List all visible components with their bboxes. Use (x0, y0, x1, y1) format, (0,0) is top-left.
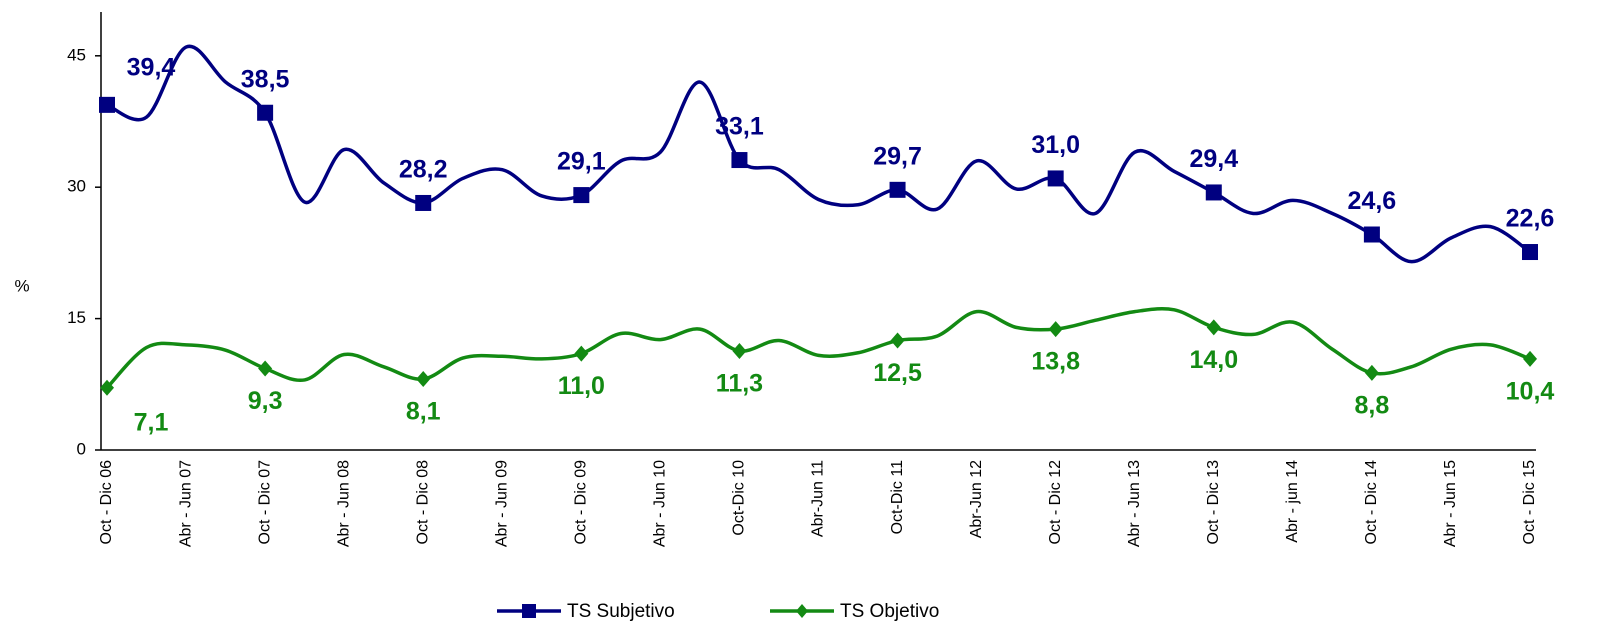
data-label: 14,0 (1189, 346, 1238, 374)
data-label: 9,3 (248, 387, 283, 415)
point-marker (258, 360, 273, 377)
data-label: 24,6 (1348, 187, 1397, 215)
point-marker (100, 379, 114, 396)
data-label: 38,5 (241, 65, 290, 93)
data-label: 11,0 (558, 372, 605, 400)
point-marker (257, 104, 274, 121)
point-marker (1047, 170, 1064, 187)
series-line (106, 44, 1532, 264)
legend-marker (796, 604, 808, 618)
y-axis-label: % (14, 276, 29, 295)
point-marker (1522, 244, 1538, 261)
x-tick-label: Oct - Dic 14 (1363, 460, 1380, 545)
x-tick-label: Oct-Dic 10 (731, 460, 748, 536)
x-tick-label: Oct - Dic 07 (256, 460, 273, 545)
y-tick-label: 30 (67, 177, 86, 196)
point-marker (1048, 321, 1063, 338)
point-marker (890, 332, 905, 349)
data-label: 13,8 (1031, 348, 1080, 376)
y-tick-label: 15 (67, 308, 86, 327)
x-tick-label: Abr - Jun 09 (493, 460, 510, 547)
point-marker (415, 194, 432, 211)
point-marker (574, 345, 589, 362)
y-tick-label: 0 (77, 439, 86, 458)
legend-marker (522, 604, 536, 618)
point-marker (1206, 319, 1221, 336)
point-marker (732, 343, 747, 360)
y-tick-label: 45 (67, 45, 86, 64)
data-label: 29,7 (873, 142, 922, 170)
data-label: 8,1 (406, 398, 441, 426)
x-tick-label: Oct - Dic 09 (573, 460, 590, 545)
x-tick-label: Oct - Dic 06 (98, 460, 115, 545)
data-label: 12,5 (873, 359, 922, 387)
point-marker (1523, 350, 1537, 367)
x-tick-label: Abr - Jun 13 (1126, 460, 1143, 547)
data-label: 22,6 (1506, 205, 1555, 233)
legend-label: TS Objetivo (840, 601, 939, 622)
legend-label: TS Subjetivo (567, 601, 675, 622)
x-tick-label: Oct - Dic 15 (1521, 460, 1538, 545)
point-marker (1363, 226, 1380, 243)
data-label: 29,4 (1189, 145, 1238, 173)
data-label: 33,1 (715, 113, 764, 141)
point-marker (416, 371, 431, 388)
x-tick-label: Oct-Dic 11 (889, 460, 906, 534)
point-marker (731, 152, 748, 169)
data-label: 10,4 (1506, 378, 1555, 406)
series-line (105, 307, 1531, 390)
x-tick-label: Abr - Jun 08 (335, 460, 352, 547)
x-tick-label: Oct - Dic 13 (1205, 460, 1222, 545)
x-tick-label: Abr - Jun 15 (1442, 460, 1459, 547)
x-tick-label: Oct - Dic 12 (1047, 460, 1064, 545)
point-marker (1205, 184, 1222, 201)
x-tick-label: Abr - jun 14 (1284, 460, 1301, 543)
x-tick-label: Abr-Jun 12 (968, 460, 985, 538)
data-label: 11,3 (716, 370, 763, 398)
x-tick-label: Oct - Dic 08 (414, 460, 431, 545)
data-label: 8,8 (1355, 392, 1390, 420)
data-label: 31,0 (1031, 131, 1080, 159)
point-marker (573, 187, 590, 204)
data-label: 28,2 (399, 156, 448, 184)
point-marker (99, 96, 115, 113)
x-tick-label: Abr - Jun 10 (652, 460, 669, 547)
data-label: 39,4 (127, 53, 176, 81)
x-tick-label: Abr-Jun 11 (810, 460, 827, 537)
data-label: 7,1 (134, 408, 169, 436)
x-tick-label: Abr - Jun 07 (177, 460, 194, 547)
point-marker (889, 181, 906, 198)
point-marker (1364, 364, 1379, 381)
data-label: 29,1 (557, 148, 606, 176)
